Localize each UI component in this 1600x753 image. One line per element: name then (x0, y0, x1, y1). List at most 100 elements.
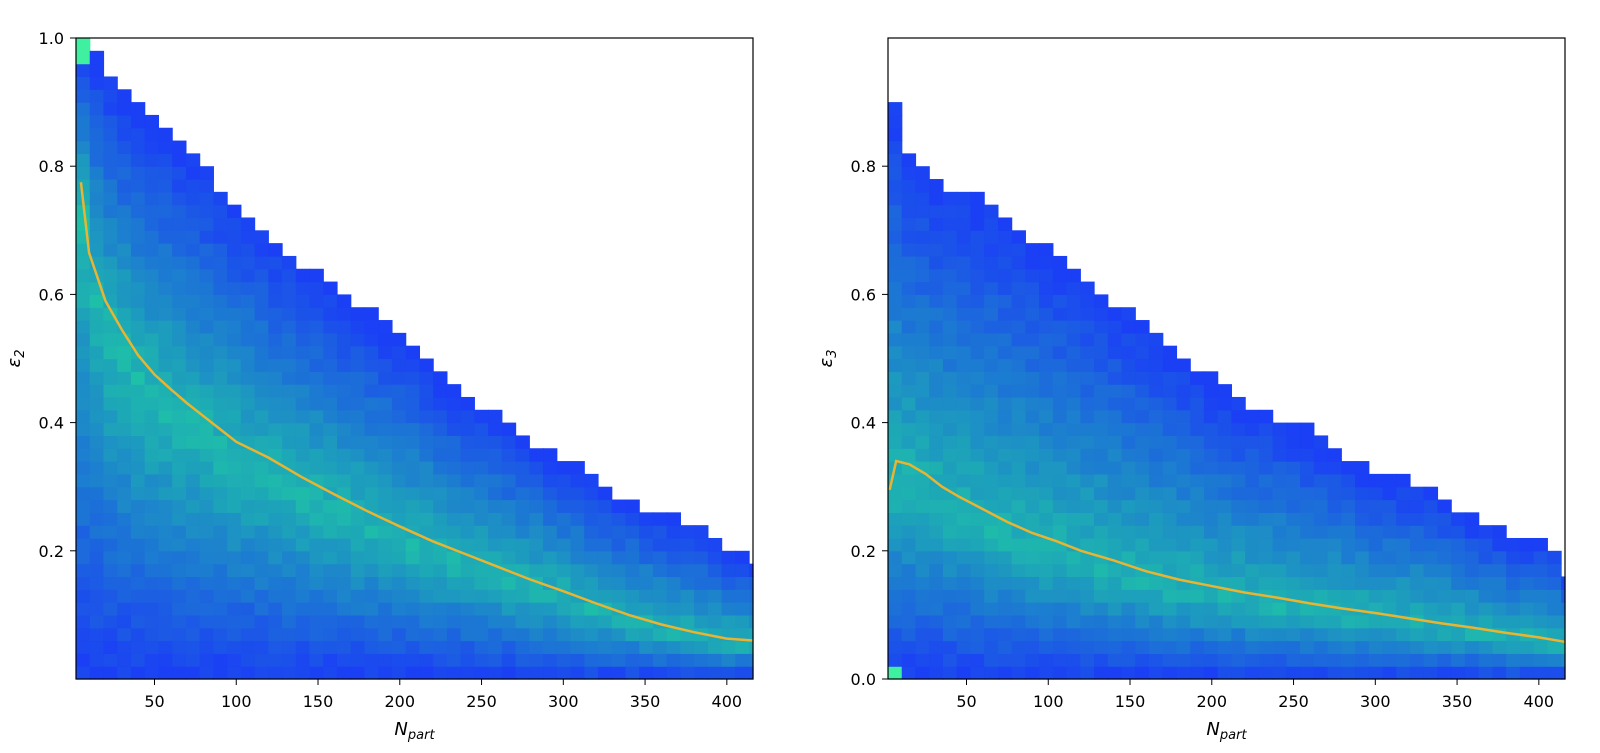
heatmap-bin (1286, 550, 1301, 565)
heatmap-bin (76, 89, 91, 103)
heatmap-bin (378, 396, 393, 411)
heatmap-bin (474, 499, 489, 513)
heatmap-bin (1217, 525, 1233, 539)
heatmap-bin (1245, 422, 1260, 437)
heatmap-bin (336, 358, 352, 372)
heatmap-bin (336, 396, 352, 411)
heatmap-bin (1272, 563, 1287, 578)
heatmap-bin (1313, 461, 1329, 475)
heatmap-bin (213, 448, 228, 462)
heatmap-bin (391, 371, 407, 385)
heatmap-bin (172, 409, 187, 424)
heatmap-bin (1066, 589, 1081, 603)
heatmap-bin (488, 602, 503, 616)
heatmap-bin (1451, 640, 1466, 654)
heatmap-bin (1478, 550, 1493, 565)
heatmap-bin (639, 550, 654, 565)
heatmap-bin (405, 422, 421, 437)
heatmap-bin (1423, 525, 1439, 539)
heatmap-bin (144, 281, 160, 295)
heatmap-bin (378, 320, 393, 334)
heatmap-bin (1478, 525, 1493, 539)
heatmap-bin (323, 435, 338, 449)
heatmap-bin (240, 512, 256, 526)
heatmap-bin (1121, 627, 1136, 642)
heatmap-bin (1437, 499, 1452, 513)
heatmap-bin (1355, 627, 1370, 642)
heatmap-bin (956, 589, 972, 603)
heatmap-bin (1231, 666, 1246, 680)
heatmap-bin (1451, 666, 1466, 680)
heatmap-bin (888, 294, 903, 308)
heatmap-bin (929, 396, 944, 411)
heatmap-bin (76, 653, 91, 667)
heatmap-bin (1547, 589, 1562, 603)
heatmap-bin (1135, 384, 1150, 398)
heatmap-bin (1231, 550, 1246, 565)
heatmap-bin (942, 461, 958, 475)
heatmap-bin (213, 294, 228, 308)
heatmap-bin (915, 371, 930, 385)
heatmap-bin (584, 525, 599, 539)
heatmap-bin (680, 653, 695, 667)
heatmap-bin (103, 268, 118, 283)
heatmap-bin (405, 666, 421, 680)
heatmap-bin (625, 589, 640, 603)
heatmap-bin (749, 640, 754, 654)
heatmap-bin (694, 576, 709, 590)
heatmap-bin (1382, 576, 1397, 590)
heatmap-bin (515, 563, 530, 578)
heatmap-bin (956, 358, 972, 372)
heatmap-bin (888, 371, 903, 385)
heatmap-bin (611, 525, 627, 539)
heatmap-bin (144, 640, 160, 654)
heatmap-bin (970, 537, 985, 552)
heatmap-bin (1519, 589, 1535, 603)
heatmap-bin (1341, 525, 1356, 539)
heatmap-bin (240, 409, 256, 424)
heatmap-bin (1066, 653, 1081, 667)
heatmap-bin (419, 448, 434, 462)
heatmap-bin (213, 358, 228, 372)
heatmap-bin (158, 371, 173, 385)
heatmap-bin (1080, 576, 1095, 590)
heatmap-bin (929, 179, 944, 193)
heatmap-bin (915, 614, 930, 629)
heatmap-bin (1135, 666, 1150, 680)
heatmap-bin (1203, 409, 1219, 424)
heatmap-bin (172, 230, 187, 244)
heatmap-bin (1451, 537, 1466, 552)
heatmap-bin (185, 255, 201, 270)
heatmap-bin (1478, 614, 1493, 629)
heatmap-bin (1547, 666, 1562, 680)
heatmap-bin (405, 384, 421, 398)
heatmap-bin (997, 576, 1013, 590)
heatmap-bin (227, 307, 242, 321)
heatmap-bin (433, 602, 448, 616)
heatmap-bin (1409, 576, 1425, 590)
heatmap-bin (611, 537, 627, 552)
heatmap-bin (888, 320, 903, 334)
heatmap-bin (254, 666, 269, 680)
heatmap-bin (364, 409, 379, 424)
heatmap-bin (419, 461, 434, 475)
heatmap-bin (144, 153, 160, 167)
heatmap-bin (1066, 435, 1081, 449)
heatmap-bin (213, 384, 228, 398)
heatmap-bin (144, 525, 160, 539)
heatmap-bin (282, 294, 297, 308)
heatmap-bin (185, 243, 201, 257)
heatmap-bin (117, 281, 132, 295)
heatmap-bin (652, 537, 668, 552)
heatmap-bin (1080, 281, 1095, 295)
heatmap-bin (433, 396, 448, 411)
heatmap-bin (1506, 640, 1521, 654)
heatmap-bin (749, 614, 754, 629)
heatmap-bin (213, 640, 228, 654)
heatmap-bin (1382, 640, 1397, 654)
heatmap-bin (213, 525, 228, 539)
heatmap-bin (103, 461, 118, 475)
heatmap-bin (1135, 653, 1150, 667)
heatmap-bin (268, 320, 283, 334)
heatmap-bin (1052, 563, 1068, 578)
